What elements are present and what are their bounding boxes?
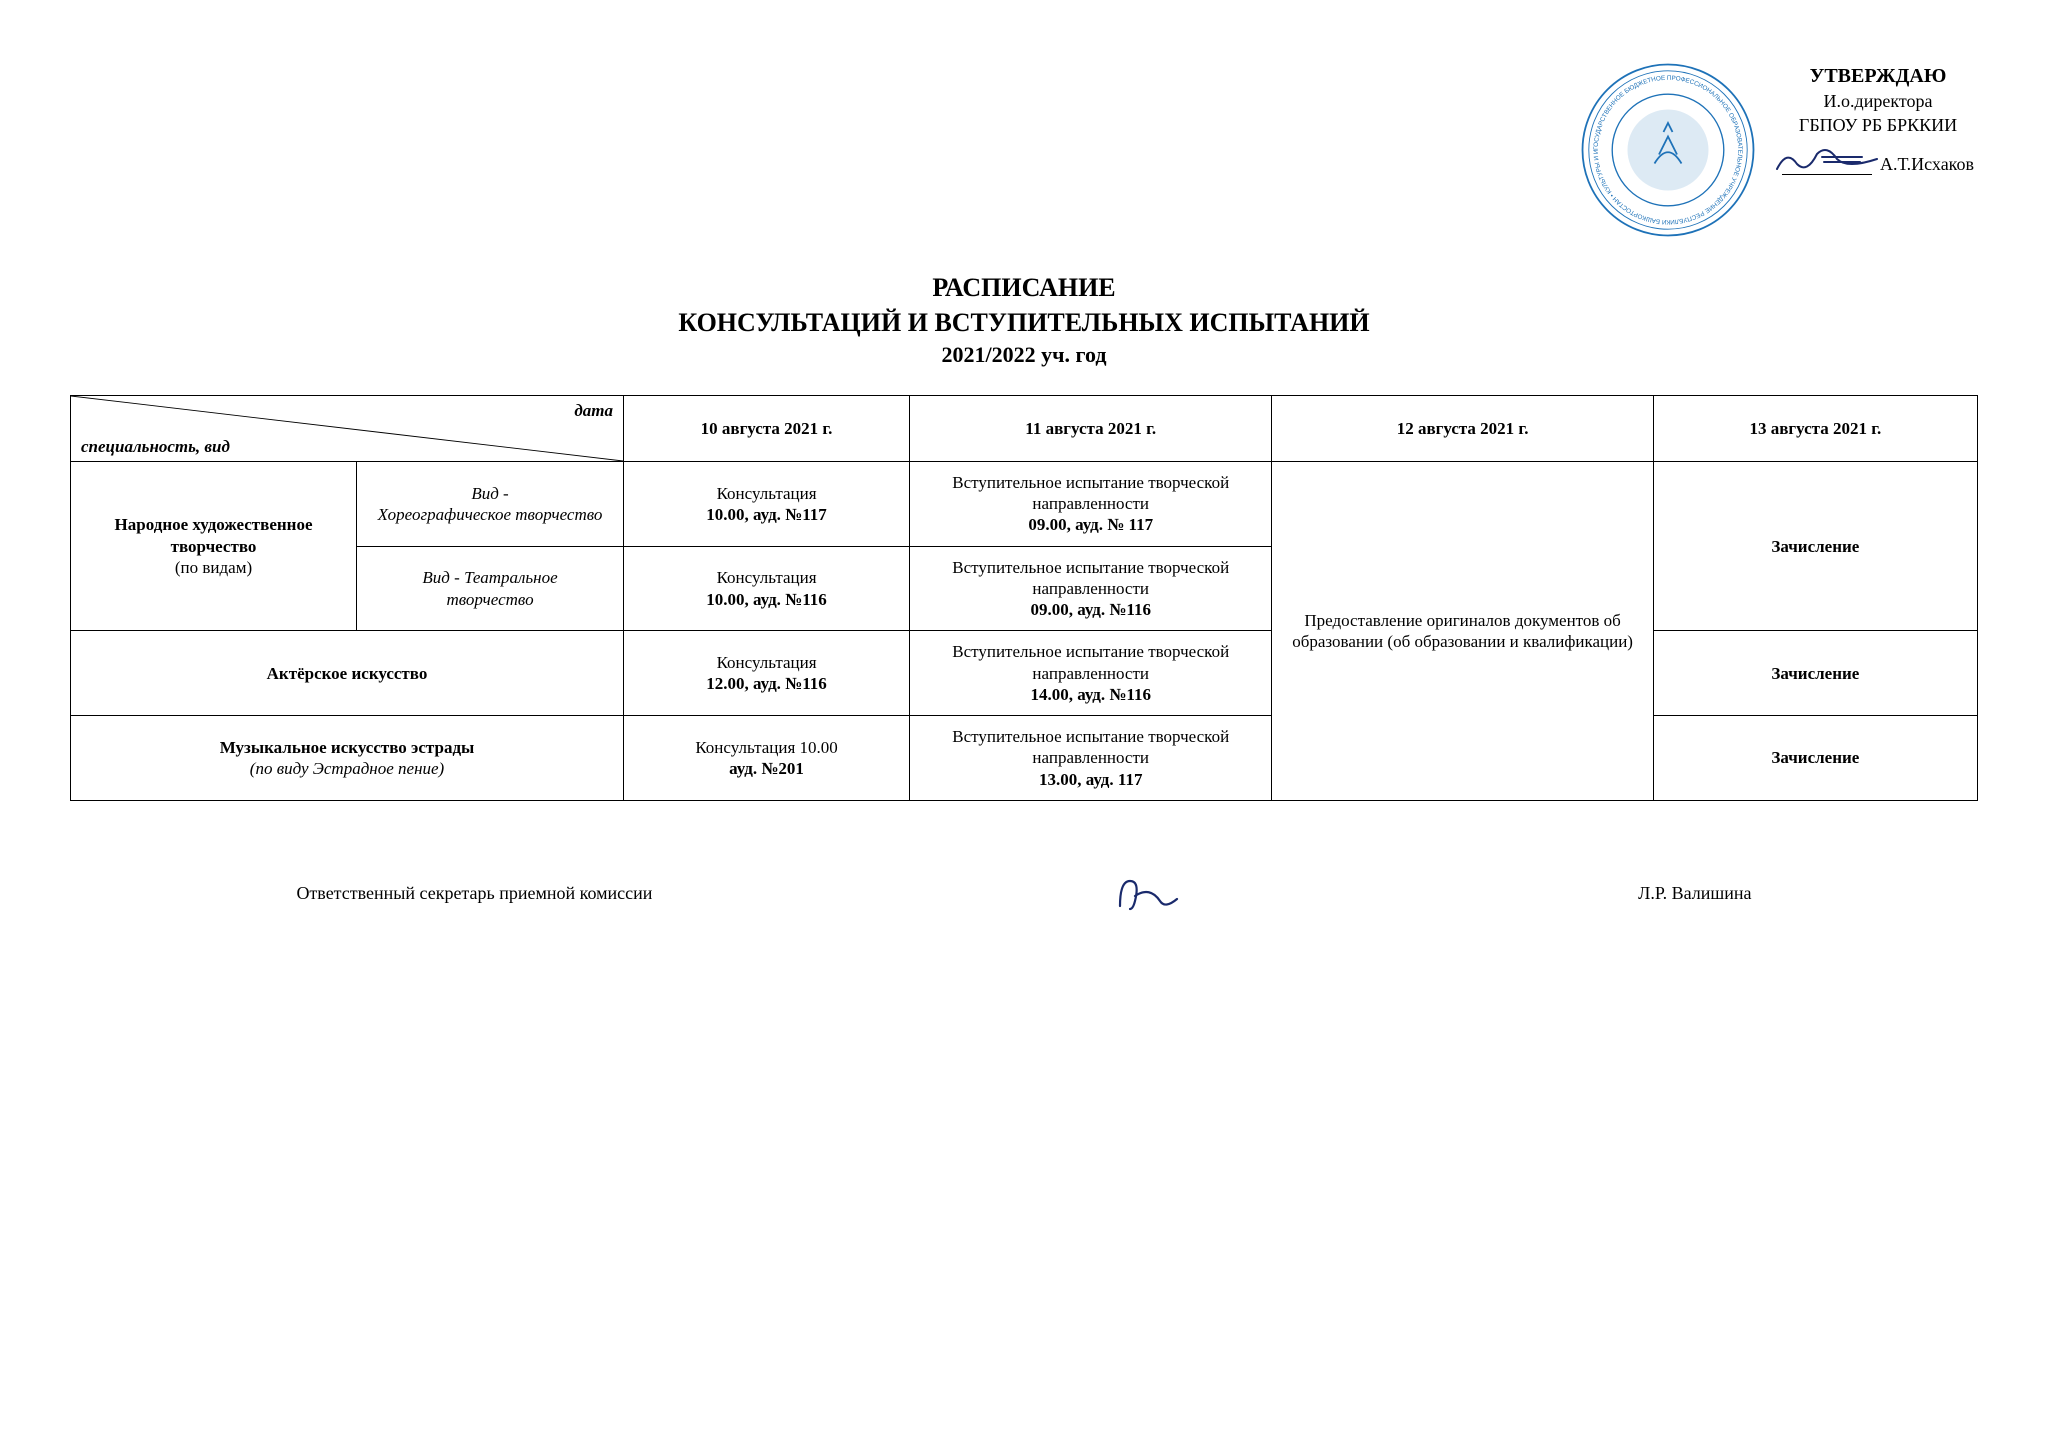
d13-cell: Зачисление: [1653, 461, 1977, 631]
d11-l2: 09.00, ауд. № 117: [918, 514, 1263, 535]
spec-sub: (по видам): [79, 557, 348, 578]
vid-cell: Вид - Театральное творчество: [357, 546, 624, 631]
approval-org: ГБПОУ РБ БРККИИ: [1778, 115, 1978, 136]
d11-l1: Вступительное испытание творческой напра…: [918, 726, 1263, 769]
d10-cell: Консультация 10.00, ауд. №117: [624, 461, 910, 546]
d10-cell: Консультация 12.00, ауд. №116: [624, 631, 910, 716]
date-col-4: 13 августа 2021 г.: [1653, 395, 1977, 461]
footer-name: Л.Р. Валишина: [1638, 883, 1751, 904]
d10-l2: 10.00, ауд. №117: [632, 504, 901, 525]
title-line-2: КОНСУЛЬТАЦИЙ И ВСТУПИТЕЛЬНЫХ ИСПЫТАНИЙ: [70, 305, 1978, 340]
d11-l1: Вступительное испытание творческой напра…: [918, 557, 1263, 600]
spec-cell: Музыкальное искусство эстрады (по виду Э…: [71, 716, 624, 801]
vid-label: Вид -: [365, 483, 615, 504]
d12-cell: Предоставление оригиналов документов об …: [1272, 461, 1653, 800]
d10-l1: Консультация 10.00: [695, 738, 837, 757]
d13-cell: Зачисление: [1653, 716, 1977, 801]
vid-cell: Вид - Хореографическое творчество: [357, 461, 624, 546]
diag-spec-label: специальность, вид: [81, 436, 230, 457]
d11-l2: 14.00, ауд. №116: [918, 684, 1263, 705]
approval-name: А.Т.Исхаков: [1880, 154, 1974, 175]
d11-l1: Вступительное испытание творческой напра…: [918, 641, 1263, 684]
d11-l1: Вступительное испытание творческой напра…: [918, 472, 1263, 515]
d10-l2: 10.00, ауд. №116: [632, 589, 901, 610]
d10-cell: Консультация 10.00, ауд. №116: [624, 546, 910, 631]
approval-title: УТВЕРЖДАЮ: [1778, 65, 1978, 88]
d10-cell: Консультация 10.00 ауд. №201: [624, 716, 910, 801]
table-row: Актёрское искусство Консультация 12.00, …: [71, 631, 1978, 716]
date-col-3: 12 августа 2021 г.: [1272, 395, 1653, 461]
table-header-row: дата специальность, вид 10 августа 2021 …: [71, 395, 1978, 461]
diag-date-label: дата: [574, 400, 613, 421]
d11-l2: 13.00, ауд. 117: [918, 769, 1263, 790]
d10-l2: ауд. №201: [632, 758, 901, 779]
document-title: РАСПИСАНИЕ КОНСУЛЬТАЦИЙ И ВСТУПИТЕЛЬНЫХ …: [70, 270, 1978, 370]
approval-block: ГОСУДАРСТВЕННОЕ БЮДЖЕТНОЕ ПРОФЕССИОНАЛЬН…: [70, 60, 1978, 240]
footer: Ответственный секретарь приемной комисси…: [70, 871, 1978, 916]
d11-l2: 09.00, ауд. №116: [918, 599, 1263, 620]
d11-cell: Вступительное испытание творческой напра…: [910, 631, 1272, 716]
d13-cell: Зачисление: [1653, 631, 1977, 716]
footer-role: Ответственный секретарь приемной комисси…: [296, 883, 652, 904]
d11-cell: Вступительное испытание творческой напра…: [910, 461, 1272, 546]
d10-l2: 12.00, ауд. №116: [632, 673, 901, 694]
approval-signature: [1782, 144, 1872, 175]
official-stamp: ГОСУДАРСТВЕННОЕ БЮДЖЕТНОЕ ПРОФЕССИОНАЛЬН…: [1578, 60, 1758, 240]
spec-sub: (по виду Эстрадное пение): [79, 758, 615, 779]
d10-l1: Консультация: [632, 567, 901, 588]
table-row: Народное художественное творчество (по в…: [71, 461, 1978, 546]
spec-cell: Народное художественное творчество (по в…: [71, 461, 357, 631]
d10-l1: Консультация: [632, 652, 901, 673]
table-row: Музыкальное искусство эстрады (по виду Э…: [71, 716, 1978, 801]
schedule-table: дата специальность, вид 10 августа 2021 …: [70, 395, 1978, 801]
spec-cell: Актёрское искусство: [71, 631, 624, 716]
d11-cell: Вступительное испытание творческой напра…: [910, 546, 1272, 631]
date-col-1: 10 августа 2021 г.: [624, 395, 910, 461]
title-line-1: РАСПИСАНИЕ: [70, 270, 1978, 305]
approval-text: УТВЕРЖДАЮ И.о.директора ГБПОУ РБ БРККИИ …: [1778, 60, 1978, 175]
vid-label: Вид - Театральное: [365, 567, 615, 588]
d11-cell: Вступительное испытание творческой напра…: [910, 716, 1272, 801]
title-line-3: 2021/2022 уч. год: [70, 340, 1978, 370]
spec-main: Народное художественное творчество: [79, 514, 348, 557]
vid-name: творчество: [365, 589, 615, 610]
footer-signature: [1105, 871, 1185, 916]
d10-l1: Консультация: [632, 483, 901, 504]
date-col-2: 11 августа 2021 г.: [910, 395, 1272, 461]
vid-name: Хореографическое творчество: [365, 504, 615, 525]
spec-main: Музыкальное искусство эстрады: [79, 737, 615, 758]
approval-role: И.о.директора: [1778, 91, 1978, 112]
diagonal-header: дата специальность, вид: [71, 395, 624, 461]
